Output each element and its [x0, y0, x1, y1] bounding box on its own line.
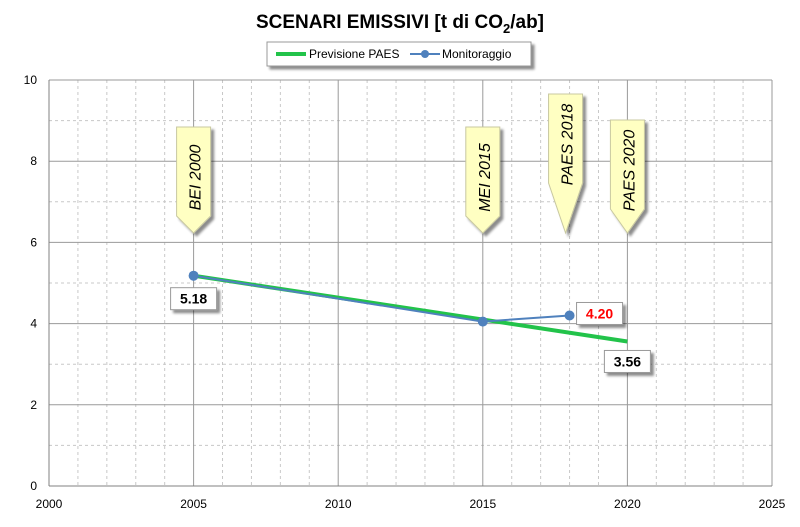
- y-tick-label: 0: [30, 479, 37, 493]
- y-tick-label: 4: [30, 317, 37, 331]
- legend-box: [266, 41, 532, 67]
- series: [188, 270, 628, 344]
- x-tick-label: 2005: [180, 497, 207, 511]
- data-label: 5.18: [180, 291, 207, 307]
- grid: [49, 79, 773, 486]
- x-tick-label: 2020: [614, 497, 641, 511]
- data-label-box: [170, 287, 218, 311]
- data-label: 4.20: [586, 305, 613, 321]
- chart-title-subscript: 2: [503, 21, 510, 36]
- y-tick-label: 6: [30, 235, 37, 249]
- chart-title-main: SCENARI EMISSIVI [t di CO: [256, 12, 503, 33]
- legend-marker-monitoraggio: [421, 50, 429, 58]
- milestone-callout: [548, 93, 584, 235]
- x-tick-label: 2015: [469, 497, 496, 511]
- series-point-monitoraggio: [188, 270, 199, 281]
- milestone-label: MEI 2015: [477, 143, 494, 212]
- x-tick-label: 2010: [325, 497, 352, 511]
- axes: 2000 2005 2010 2015 2020 2025 0 2 4 6 8 10: [24, 73, 786, 511]
- milestone-callout: [176, 126, 212, 234]
- data-labels: 5.18 4.20 3.56: [170, 287, 651, 373]
- chart-title: SCENARI EMISSIVI [t di CO2/ab]: [256, 12, 544, 36]
- y-tick-label: 10: [24, 73, 38, 87]
- milestone-label: BEI 2000: [188, 144, 205, 210]
- legend-label-previsione: Previsione PAES: [309, 47, 400, 61]
- legend-label-monitoraggio: Monitoraggio: [442, 47, 512, 61]
- milestone-label: PAES 2018: [560, 104, 577, 186]
- milestone-callout: [465, 126, 501, 234]
- series-point-monitoraggio: [477, 316, 488, 327]
- y-tick-label: 2: [30, 398, 37, 412]
- series-point-monitoraggio: [564, 310, 575, 321]
- data-label: 3.56: [614, 353, 641, 369]
- x-tick-label: 2025: [759, 497, 786, 511]
- milestone-label: PAES 2020: [621, 130, 638, 212]
- y-tick-label: 8: [30, 154, 37, 168]
- legend: Previsione PAES Monitoraggio: [266, 41, 532, 67]
- milestone-callout: [609, 119, 645, 234]
- chart-title-tail: /ab]: [510, 12, 544, 33]
- milestones: BEI 2000 MEI 2015 PAES 2018 PAES 2020: [176, 93, 645, 235]
- data-label-box: [576, 301, 624, 325]
- data-label-box: [603, 349, 651, 373]
- x-tick-label: 2000: [36, 497, 63, 511]
